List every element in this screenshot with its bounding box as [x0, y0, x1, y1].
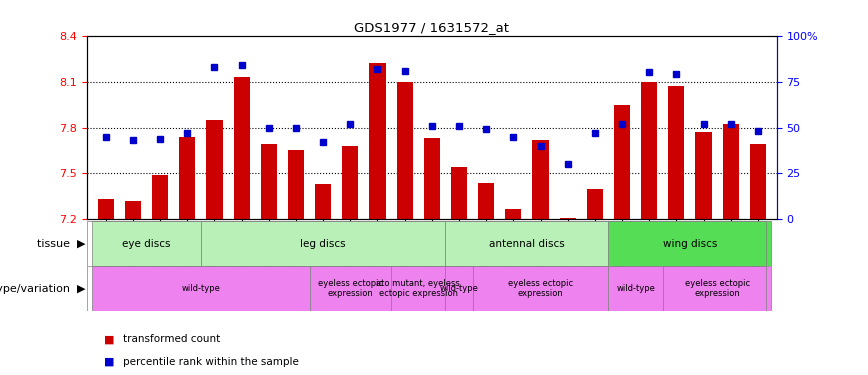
- Bar: [342, 146, 358, 219]
- Bar: [288, 150, 304, 219]
- Bar: [315, 184, 332, 219]
- Text: ato mutant, eyeless
ectopic expression: ato mutant, eyeless ectopic expression: [377, 279, 460, 298]
- Bar: [505, 209, 522, 219]
- Bar: [98, 200, 114, 219]
- Bar: [560, 218, 575, 219]
- Text: eyeless ectopic
expression: eyeless ectopic expression: [685, 279, 750, 298]
- Bar: [478, 183, 494, 219]
- Bar: [201, 221, 445, 266]
- Bar: [614, 105, 630, 219]
- Text: wild-type: wild-type: [181, 284, 220, 293]
- Text: wing discs: wing discs: [663, 239, 717, 249]
- Text: eye discs: eye discs: [122, 239, 171, 249]
- Bar: [424, 138, 440, 219]
- Bar: [179, 137, 195, 219]
- Bar: [445, 221, 608, 266]
- Text: antennal discs: antennal discs: [489, 239, 565, 249]
- Bar: [397, 82, 413, 219]
- Text: ■: ■: [104, 357, 115, 367]
- Bar: [750, 144, 766, 219]
- Text: percentile rank within the sample: percentile rank within the sample: [123, 357, 299, 367]
- Bar: [587, 189, 603, 219]
- Bar: [92, 266, 310, 311]
- Title: GDS1977 / 1631572_at: GDS1977 / 1631572_at: [354, 21, 510, 34]
- Bar: [445, 266, 472, 311]
- Bar: [310, 266, 391, 311]
- Text: transformed count: transformed count: [123, 334, 220, 344]
- Bar: [233, 77, 250, 219]
- Bar: [722, 124, 739, 219]
- Bar: [450, 167, 467, 219]
- Bar: [663, 266, 772, 311]
- Bar: [608, 266, 663, 311]
- Text: ■: ■: [104, 334, 115, 344]
- Bar: [472, 266, 608, 311]
- Text: leg discs: leg discs: [300, 239, 346, 249]
- Bar: [125, 201, 141, 219]
- Text: eyeless ectopic
expression: eyeless ectopic expression: [318, 279, 383, 298]
- Bar: [391, 266, 445, 311]
- Bar: [608, 221, 772, 266]
- Bar: [260, 144, 277, 219]
- Bar: [370, 63, 385, 219]
- Bar: [92, 221, 201, 266]
- Bar: [152, 175, 168, 219]
- Text: wild-type: wild-type: [616, 284, 655, 293]
- Bar: [695, 132, 712, 219]
- Bar: [207, 120, 222, 219]
- Text: wild-type: wild-type: [439, 284, 478, 293]
- Bar: [641, 82, 657, 219]
- Bar: [532, 140, 549, 219]
- Text: tissue  ▶: tissue ▶: [37, 239, 86, 249]
- Bar: [668, 86, 685, 219]
- Text: genotype/variation  ▶: genotype/variation ▶: [0, 284, 86, 294]
- Text: eyeless ectopic
expression: eyeless ectopic expression: [508, 279, 573, 298]
